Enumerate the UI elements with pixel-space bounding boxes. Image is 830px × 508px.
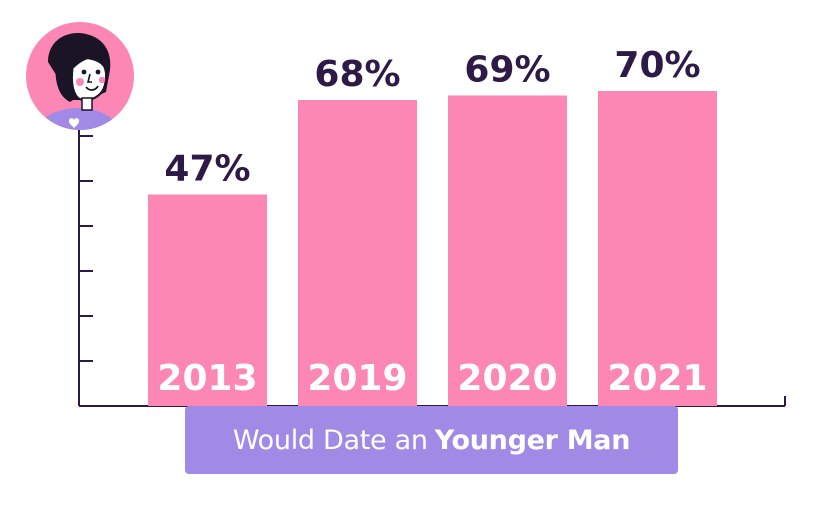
bar-2013 (148, 194, 267, 406)
value-label-2019: 68% (314, 54, 400, 95)
avatar-drawing (26, 22, 134, 130)
value-label-2021: 70% (614, 45, 700, 86)
chart-caption: Would Date an Younger Man (185, 406, 678, 474)
caption-regular: Would Date an (232, 424, 428, 456)
bar-2019 (298, 100, 417, 406)
category-label-2013: 2013 (157, 358, 257, 399)
labels: 47% 2013 68% 2019 69% 2020 70% 2021 (157, 45, 707, 399)
category-label-2019: 2019 (307, 358, 407, 399)
bar-2021 (598, 91, 717, 406)
value-label-2020: 69% (464, 50, 550, 91)
category-label-2020: 2020 (457, 358, 557, 399)
woman-avatar-icon (26, 22, 134, 130)
bar-2020 (448, 95, 567, 406)
caption-bold: Younger Man (434, 424, 631, 456)
value-label-2013: 47% (164, 149, 250, 190)
category-label-2021: 2021 (607, 358, 707, 399)
bars (148, 91, 717, 406)
